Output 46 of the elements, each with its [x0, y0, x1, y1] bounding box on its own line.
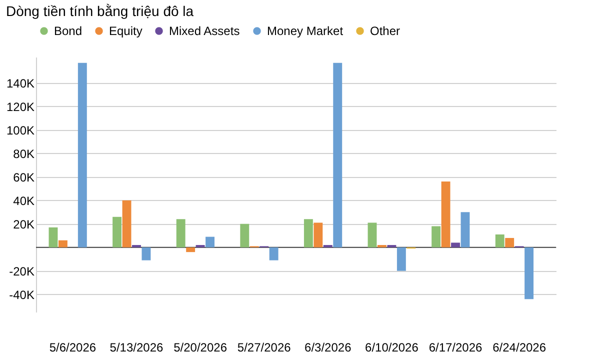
bar [314, 222, 323, 248]
bar [524, 247, 534, 300]
x-tick-label: 5/27/2026 [237, 340, 292, 354]
bar [396, 247, 406, 271]
chart-title: Dòng tiền tính bằng triệu đô la [6, 3, 194, 19]
bar [451, 242, 460, 248]
x-tick-label: 6/17/2026 [428, 340, 483, 354]
bar [432, 226, 441, 248]
y-tick-label: -20K [9, 264, 34, 278]
bar [142, 247, 151, 260]
legend-label: Other [370, 24, 400, 38]
x-tick-label: 6/24/2026 [492, 340, 546, 354]
bar [112, 216, 122, 248]
bar [495, 234, 504, 248]
y-tick-label: 40K [13, 194, 34, 208]
bar [48, 227, 58, 248]
x-tick-label: 6/10/2026 [365, 340, 419, 354]
bar [78, 62, 87, 248]
bar [441, 182, 450, 248]
y-tick-label: 60K [13, 170, 34, 184]
y-tick-label: -40K [9, 288, 34, 302]
bar [333, 62, 342, 248]
bar [460, 212, 470, 248]
bar [176, 219, 186, 248]
y-tick-label: 100K [6, 123, 34, 138]
y-tick-label: 20K [13, 217, 34, 232]
legend-label: Money Market [267, 24, 344, 38]
legend-label: Equity [109, 24, 142, 38]
bar [368, 222, 377, 248]
bar [304, 219, 313, 248]
bar [186, 247, 196, 252]
bar [240, 224, 250, 248]
bar [206, 236, 214, 248]
bar [122, 200, 132, 248]
x-tick-label: 5/20/2026 [174, 340, 228, 354]
x-tick-label: 5/13/2026 [110, 340, 164, 354]
y-tick-label: 140K [6, 76, 34, 90]
legend-label: Mixed Assets [169, 24, 240, 38]
x-tick-label: 5/6/2026 [49, 340, 96, 354]
y-tick-label: 80K [13, 146, 34, 161]
x-tick-label: 6/3/2026 [304, 340, 352, 354]
y-tick-label: 120K [6, 100, 34, 114]
bar [505, 238, 514, 248]
legend-label: Bond [54, 24, 82, 38]
bar [58, 240, 68, 248]
bar [269, 247, 278, 260]
